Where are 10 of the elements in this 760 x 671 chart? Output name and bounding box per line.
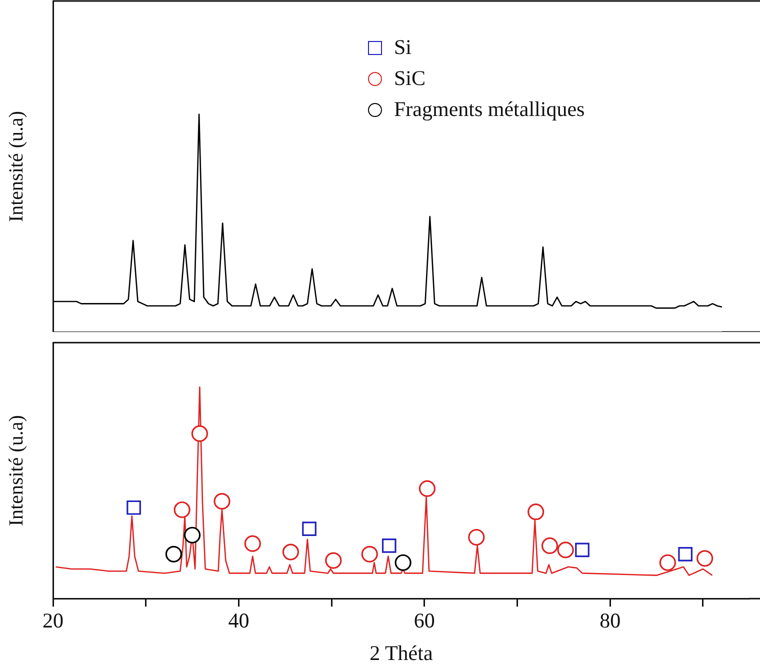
y-axis-title: Intensité (u.a) [5,110,28,222]
x-tick-label: 40 [228,608,250,633]
x-tick-label: 60 [414,608,435,633]
x-tick-label: 20 [42,608,64,633]
x-tick-label: 80 [600,608,621,633]
legend-label: SiC [394,65,426,92]
x-axis-title: 2 Théta [370,640,434,665]
legend-label: Fragments métalliques [394,96,585,123]
legend-label: Si [394,34,412,61]
y-axis-title: Intensité (u.a) [5,415,28,526]
